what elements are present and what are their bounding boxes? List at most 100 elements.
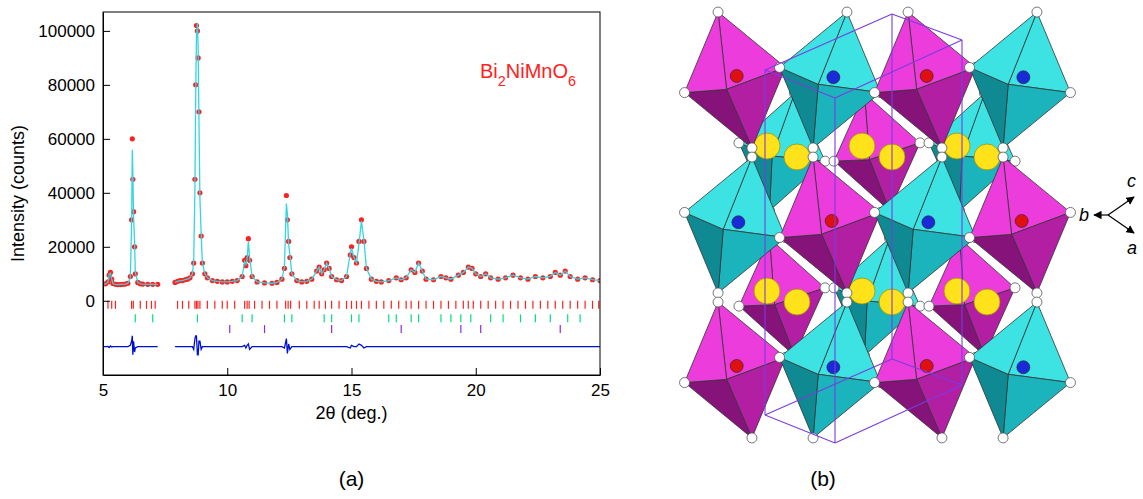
- octahedron-face: [685, 157, 752, 229]
- oxygen-atom: [965, 233, 975, 243]
- reflection-tick: [398, 301, 399, 309]
- x-tick: 10: [218, 368, 237, 400]
- y-tick-mark: [103, 31, 110, 32]
- octahedron-face: [970, 12, 1037, 84]
- reflection-tick: [338, 301, 339, 309]
- observed-point: [246, 236, 251, 241]
- bi-atom: [849, 133, 875, 159]
- reflection-tick: [331, 325, 332, 333]
- metal-atom: [1017, 71, 1030, 84]
- axis-label: a: [1127, 238, 1137, 258]
- x-axis: 510152025: [99, 368, 610, 400]
- octahedron-face: [727, 357, 786, 438]
- reflection-tick: [249, 301, 250, 309]
- reflection-tick: [214, 301, 215, 309]
- oxygen-atom: [747, 143, 757, 153]
- y-tick-mark: [103, 139, 110, 140]
- reflection-tick: [194, 301, 195, 309]
- oxygen-atom: [1032, 297, 1042, 307]
- reflection-tick: [517, 301, 518, 309]
- octahedron: [870, 297, 981, 443]
- y-tick-label: 100000: [38, 22, 95, 41]
- reflection-tick: [252, 314, 253, 322]
- axis-label: b: [1079, 205, 1089, 225]
- reflection-tick: [433, 301, 434, 309]
- y-tick: 60000: [48, 130, 110, 149]
- oxygen-atom: [1010, 283, 1020, 293]
- reflection-tick: [284, 314, 285, 322]
- metal-atom: [920, 69, 933, 82]
- reflection-tick: [480, 301, 481, 309]
- reflection-tick: [580, 314, 581, 322]
- oxygen-atom: [820, 283, 830, 293]
- reflection-tick: [331, 314, 332, 322]
- octahedron: [965, 152, 1076, 298]
- reflection-tick: [547, 301, 548, 309]
- reflection-tick: [325, 301, 326, 309]
- reflection-tick: [196, 301, 197, 309]
- observed-point: [130, 136, 135, 141]
- oxygen-atom: [680, 378, 690, 388]
- y-tick-label: 80000: [48, 76, 95, 95]
- y-tick: 80000: [48, 76, 110, 95]
- reflection-tick: [510, 301, 511, 309]
- octahedron-face: [875, 12, 917, 93]
- reflection-tick: [560, 325, 561, 333]
- reflection-tick: [488, 301, 489, 309]
- reflection-tick: [227, 301, 228, 309]
- metal-atom: [827, 71, 840, 84]
- unit-cell-edge: [765, 359, 892, 415]
- y-tick: 100000: [38, 22, 110, 41]
- reflection-tick: [261, 301, 262, 309]
- unit-cell-edge: [834, 98, 835, 443]
- unit-cell-edge: [765, 70, 835, 98]
- oxygen-atom: [1032, 288, 1042, 298]
- x-tick-label: 20: [467, 381, 486, 400]
- octahedron-face: [917, 67, 976, 147]
- structure-diagram: cba: [680, 7, 1137, 443]
- octahedron: [680, 152, 791, 298]
- plot-area: [103, 23, 600, 355]
- octahedron-face: [875, 89, 942, 148]
- y-tick-mark: [103, 247, 110, 248]
- oxygen-atom: [775, 352, 785, 362]
- bi-atom: [944, 278, 970, 304]
- figure: 5101520250200004000060000800001000002θ (…: [0, 0, 1143, 499]
- oxygen-atom: [965, 352, 975, 362]
- reflection-tick: [495, 301, 496, 309]
- reflection-tick: [520, 314, 521, 322]
- reflection-tick: [440, 314, 441, 322]
- reflection-tick: [540, 301, 541, 309]
- reflection-tick: [351, 301, 352, 309]
- oxygen-atom: [829, 156, 839, 166]
- octahedron-face: [685, 12, 727, 93]
- y-tick-label: 20000: [48, 238, 95, 257]
- reflection-tick: [146, 301, 147, 309]
- oxygen-atom: [998, 152, 1008, 162]
- reflection-tick: [584, 301, 585, 309]
- y-axis: 020000400006000080000100000: [38, 13, 110, 376]
- x-tick-label: 10: [218, 381, 237, 400]
- reflection-tick: [502, 301, 503, 309]
- x-tick-mark: [227, 368, 228, 375]
- reflection-tick: [388, 314, 389, 322]
- reflection-tick: [254, 301, 255, 309]
- octahedron-face: [908, 229, 975, 293]
- oxygen-atom: [713, 288, 723, 298]
- x-tick-mark: [600, 368, 601, 375]
- reflection-tick: [291, 314, 292, 322]
- y-tick-mark: [103, 301, 110, 302]
- reflection-tick: [577, 301, 578, 309]
- octahedron-face: [685, 302, 727, 383]
- reflection-tick: [131, 301, 132, 309]
- octahedron: [870, 152, 981, 298]
- reflection-tick: [463, 301, 464, 309]
- oxygen-atom: [903, 297, 913, 307]
- reflection-tick: [550, 314, 551, 322]
- reflection-tick: [376, 301, 377, 309]
- bi-atom: [754, 278, 780, 304]
- oxygen-atom: [937, 143, 947, 153]
- reflection-tick: [276, 301, 277, 309]
- reflection-tick: [155, 301, 156, 309]
- formula-part: NiMnO: [506, 60, 568, 82]
